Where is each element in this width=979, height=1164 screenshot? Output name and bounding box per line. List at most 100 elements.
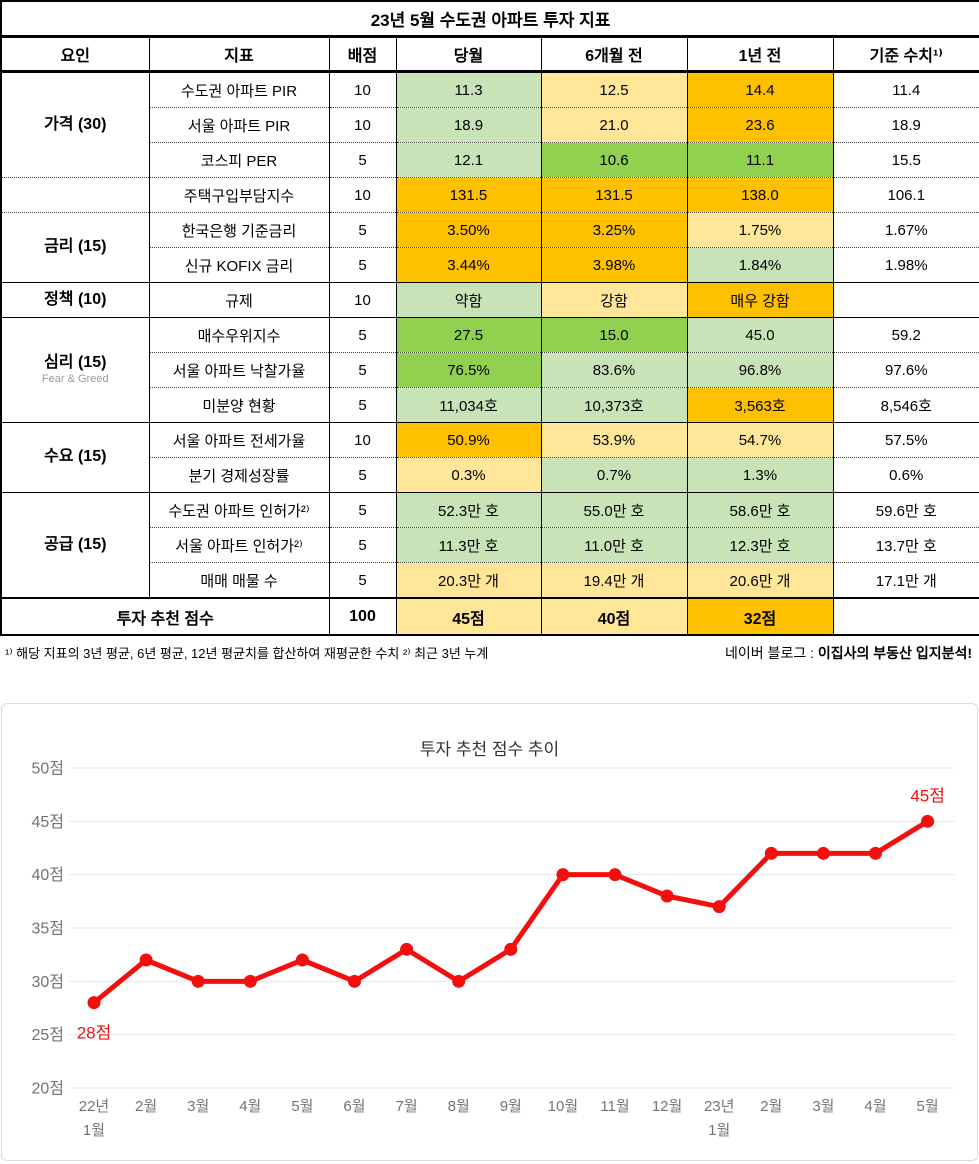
points-cell: 5 — [328, 527, 396, 563]
table-row: 주택구입부담지수 10 131.5 131.5 138.0 106.1 — [1, 177, 979, 213]
value-cell: 약함 — [395, 282, 541, 318]
value-cell: 3.50% — [395, 212, 541, 248]
footnote: ¹⁾ 해당 지표의 3년 평균, 6년 평균, 12년 평균치를 합산하여 재평… — [0, 636, 979, 663]
factor-cell: 심리 (15) Fear & Greed — [1, 317, 149, 423]
score-trend-chart: 20점 25점 30점 35점 40점 45점 50점 22년 1월 2월 3월 4월 5월 6월 7월 8월… — [31, 760, 955, 1139]
factor-label: 공급 (15) — [44, 535, 107, 553]
table-row: 서울 아파트 PIR 10 18.9 21.0 23.6 18.9 — [1, 107, 979, 143]
value-cell: 131.5 — [540, 177, 687, 213]
column-header: 6개월 전 — [540, 36, 687, 73]
value-cell: 45.0 — [686, 317, 833, 353]
points-cell: 5 — [328, 387, 396, 423]
y-axis-tick-label: 45점 — [31, 813, 64, 831]
data-point-marker — [295, 953, 309, 967]
value-cell: 15.0 — [540, 317, 687, 353]
y-axis-tick-label: 50점 — [31, 760, 64, 778]
data-point-marker — [452, 974, 466, 988]
x-axis-tick-label: 2월 — [760, 1098, 782, 1115]
data-point-marker — [869, 846, 882, 860]
factor-cell: 정책 (10) — [1, 282, 149, 318]
x-axis-tick-label: 22년 1월 — [79, 1098, 110, 1139]
points-cell: 5 — [328, 142, 396, 178]
value-cell: 12.5 — [540, 71, 687, 108]
value-cell: 52.3만 호 — [395, 492, 541, 528]
value-cell: 14.4 — [686, 71, 833, 108]
table-row: 코스피 PER 5 12.1 10.6 11.1 15.5 — [1, 142, 979, 178]
base-value-cell: 13.7만 호 — [832, 527, 979, 563]
value-cell: 76.5% — [395, 352, 541, 388]
x-axis-tick-label: 12월 — [652, 1098, 683, 1115]
value-cell: 11.3 — [395, 71, 541, 108]
base-value-cell: 57.5% — [832, 422, 979, 458]
indicator-cell: 서울 아파트 PIR — [148, 107, 329, 143]
value-cell: 매우 강함 — [686, 282, 833, 318]
data-point-marker — [712, 900, 726, 914]
column-header: 지표 — [148, 36, 329, 73]
data-point-marker — [87, 996, 101, 1010]
y-axis-tick-label: 40점 — [31, 866, 64, 884]
table-row: 수요 (15) 서울 아파트 전세가율 10 50.9% 53.9% 54.7% 57.5% — [1, 422, 979, 493]
table-row: 서울 아파트 낙찰가율 5 76.5% 83.6% 96.8% 97.6% — [1, 352, 979, 388]
indicator-cell: 매수우위지수 — [148, 317, 329, 353]
value-cell: 0.3% — [395, 457, 541, 493]
value-cell: 10.6 — [540, 142, 687, 178]
x-axis-tick-label: 11월 — [600, 1098, 629, 1115]
total-score-cell: 32점 — [686, 598, 833, 635]
value-cell: 27.5 — [395, 317, 541, 353]
table-row: 신규 KOFIX 금리 5 3.44% 3.98% 1.84% 1.98% — [1, 247, 979, 283]
y-axis-tick-label: 30점 — [31, 973, 64, 991]
points-cell: 10 — [328, 71, 396, 108]
factor-cell — [1, 177, 149, 213]
value-cell: 3.25% — [540, 212, 687, 248]
y-axis-tick-label: 35점 — [31, 920, 64, 938]
value-cell: 1.84% — [686, 247, 833, 283]
value-cell: 11.1 — [686, 142, 833, 178]
table-row: 서울 아파트 인허가²⁾ 5 11.3만 호 11.0만 호 12.3만 호 13.7만 … — [1, 527, 979, 563]
indicator-cell: 서울 아파트 낙찰가율 — [148, 352, 329, 388]
base-value-cell: 15.5 — [832, 142, 979, 178]
table-row: 금리 (15) 한국은행 기준금리 5 3.50% 3.25% 1.75% 1.67% — [1, 212, 979, 283]
factor-sublabel: Fear & Greed — [41, 372, 109, 385]
point-value-label: 28점 — [77, 1024, 112, 1043]
data-point-marker — [400, 942, 414, 956]
data-point-marker — [348, 974, 361, 988]
blog-credit-name: 이집사의 부동산 입지분석! — [817, 645, 972, 661]
data-point-marker — [556, 868, 570, 882]
factor-label: 수요 (15) — [44, 448, 107, 466]
data-point-marker — [139, 953, 153, 967]
footnote-blog-credit: 네이버 블로그 : 이집사의 부동산 입지분석! — [725, 643, 972, 663]
column-header: 기준 수치¹⁾ — [832, 36, 979, 73]
points-cell: 5 — [328, 352, 396, 388]
indicator-cell: 미분양 현황 — [148, 387, 329, 423]
total-label: 투자 추천 점수 — [1, 598, 329, 635]
value-cell: 3.98% — [540, 247, 687, 283]
table-title: 23년 5월 수도권 아파트 투자 지표 — [1, 1, 979, 38]
point-value-label: 45점 — [910, 786, 945, 805]
base-value-cell — [832, 282, 979, 318]
value-cell: 20.3만 개 — [395, 562, 541, 599]
footnote-note: ¹⁾ 해당 지표의 3년 평균, 6년 평균, 12년 평균치를 합산하여 재평… — [5, 646, 489, 661]
value-cell: 50.9% — [395, 422, 541, 458]
data-point-marker — [504, 942, 518, 956]
indicator-cell: 수도권 아파트 PIR — [148, 71, 329, 108]
x-axis-tick-label: 6월 — [343, 1098, 365, 1115]
value-cell: 131.5 — [395, 177, 541, 213]
score-trend-card: 투자 추천 점수 추이 20점 25점 30점 35점 40점 45점 50점 22년 1월 2월… — [1, 703, 978, 1161]
total-base-cell — [832, 598, 979, 635]
indicator-cell: 매매 매물 수 — [148, 562, 329, 599]
total-score-cell: 45점 — [395, 598, 541, 635]
value-cell: 55.0만 호 — [540, 492, 687, 528]
value-cell: 11,034호 — [395, 387, 541, 423]
table-row: 공급 (15) 수도권 아파트 인허가²⁾ 5 52.3만 호 55.0만 호 58.6만… — [1, 492, 979, 599]
column-header: 당월 — [395, 36, 541, 73]
total-row: 투자 추천 점수 100 45점 40점 32점 — [1, 598, 979, 635]
x-axis-tick-label: 2월 — [135, 1098, 157, 1115]
factor-cell: 수요 (15) — [1, 422, 149, 493]
value-cell: 3,563호 — [686, 387, 833, 423]
column-header: 1년 전 — [686, 36, 833, 73]
indicator-cell: 규제 — [148, 282, 329, 318]
x-axis-tick-label: 23년 1월 — [704, 1098, 735, 1139]
value-cell: 18.9 — [395, 107, 541, 143]
value-cell: 12.1 — [395, 142, 541, 178]
x-axis-tick-label: 8월 — [448, 1098, 470, 1115]
